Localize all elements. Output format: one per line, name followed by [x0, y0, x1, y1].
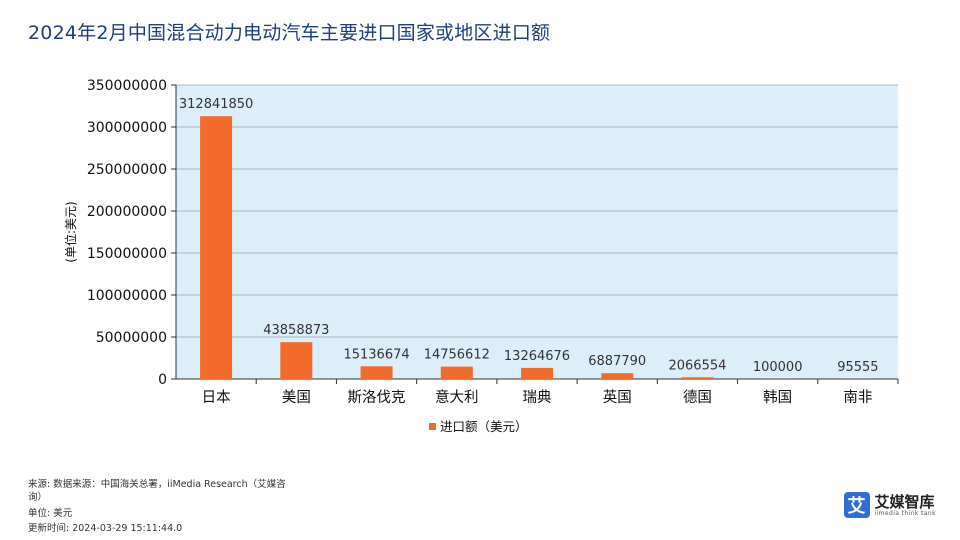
source-note: 来源: 数据来源：中国海关总署，iiMedia Research（艾媒咨 询） — [28, 478, 286, 504]
y-tick-label: 100000000 — [87, 288, 167, 304]
x-tick-label: 斯洛伐克 — [348, 389, 406, 406]
data-label: 95555 — [837, 360, 878, 375]
logo-name: 艾媒智库 — [874, 492, 935, 511]
unit-note: 单位: 美元 — [28, 508, 73, 519]
x-tick-label: 意大利 — [435, 388, 479, 406]
data-label: 100000 — [753, 360, 803, 375]
x-tick-label: 日本 — [202, 389, 231, 406]
bar — [280, 342, 313, 379]
bar — [681, 377, 714, 379]
y-tick-label: 300000000 — [87, 120, 167, 136]
bar — [601, 373, 634, 379]
y-tick-label: 200000000 — [87, 204, 167, 220]
y-axis-title: (单位:美元) — [63, 201, 78, 262]
x-tick-label: 英国 — [603, 388, 632, 406]
data-label: 43858873 — [263, 323, 329, 338]
source-line-2: 询） — [28, 492, 48, 503]
x-tick-label: 美国 — [282, 389, 311, 406]
source-line-1: 来源: 数据来源：中国海关总署，iiMedia Research（艾媒咨 — [28, 479, 286, 490]
data-label: 312841850 — [179, 97, 253, 112]
legend-label: 进口额（美元） — [440, 419, 528, 434]
data-label: 14756612 — [424, 348, 490, 363]
bar — [521, 367, 553, 379]
legend-swatch — [429, 423, 436, 430]
bar — [440, 366, 473, 379]
bar — [200, 116, 233, 380]
y-tick-label: 0 — [158, 372, 167, 388]
logo-tagline: iimedia think tank — [874, 509, 936, 517]
x-tick-label: 南非 — [843, 389, 872, 406]
logo-mark-icon: 艾 — [843, 492, 870, 518]
data-label: 13264676 — [504, 349, 570, 364]
y-tick-label: 350000000 — [87, 78, 167, 94]
x-tick-label: 瑞典 — [523, 389, 552, 406]
y-tick-label: 50000000 — [96, 330, 167, 346]
bar — [360, 366, 393, 379]
x-tick-label: 韩国 — [763, 389, 792, 406]
data-label: 15136674 — [343, 347, 409, 362]
iimedia-logo: 艾 艾媒智库 iimedia think tank — [843, 492, 936, 518]
chart-title: 2024年2月中国混合动力电动汽车主要进口国家或地区进口额 — [28, 22, 551, 44]
x-tick-label: 德国 — [683, 389, 712, 406]
plot-area — [176, 85, 898, 379]
data-label: 2066554 — [668, 358, 726, 373]
y-tick-label: 150000000 — [87, 246, 167, 262]
y-tick-label: 250000000 — [87, 162, 167, 178]
data-label: 6887790 — [588, 354, 646, 369]
update-time: 更新时间: 2024-03-29 15:11:44.0 — [28, 523, 183, 534]
